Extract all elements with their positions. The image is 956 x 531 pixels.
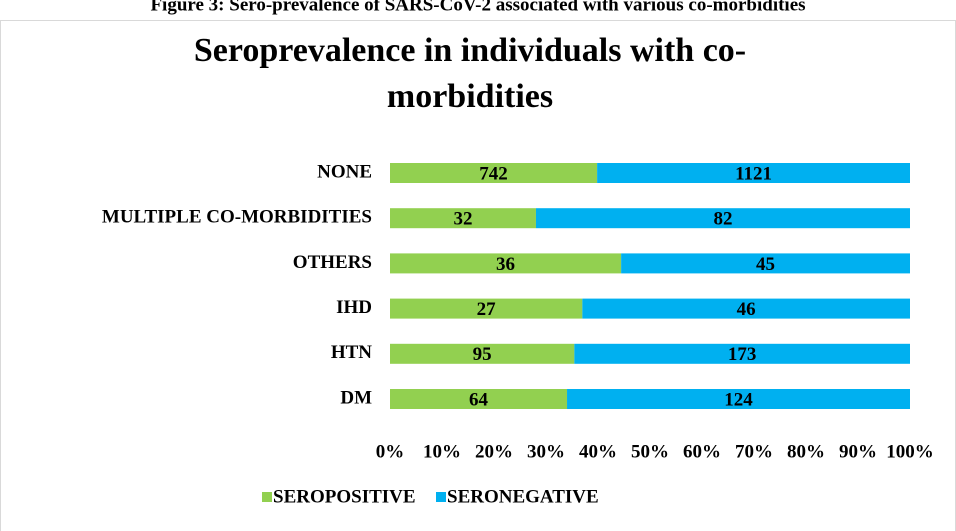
data-label: 82 bbox=[713, 209, 732, 230]
data-label: 32 bbox=[453, 209, 472, 230]
chart-title: Seroprevalence in individuals with co-mo… bbox=[193, 32, 747, 115]
bar-segment bbox=[390, 253, 622, 274]
x-tick-label: 40% bbox=[579, 441, 617, 462]
y-tick-label: HTN bbox=[331, 342, 372, 363]
bar-segment bbox=[390, 298, 583, 319]
bar-segment bbox=[597, 163, 910, 183]
x-tick-label: 90% bbox=[839, 441, 877, 462]
bar-segment bbox=[574, 343, 910, 364]
y-tick-label: OTHERS bbox=[293, 252, 372, 273]
legend-swatch bbox=[262, 492, 272, 502]
bar-segment bbox=[390, 343, 575, 364]
y-tick-label: IHD bbox=[336, 297, 372, 318]
data-label: 36 bbox=[496, 254, 515, 275]
bar-segment bbox=[582, 298, 910, 319]
x-tick-label: 80% bbox=[787, 441, 825, 462]
data-label: 95 bbox=[473, 344, 492, 365]
bar-segment bbox=[390, 163, 598, 183]
y-tick-label: DM bbox=[340, 387, 372, 408]
data-label: 64 bbox=[469, 389, 489, 410]
figure-caption: Figure 3: Sero-prevalence of SARS-CoV-2 … bbox=[150, 0, 805, 15]
data-label: 742 bbox=[479, 163, 508, 184]
bar-segment bbox=[390, 208, 536, 229]
x-tick-label: 60% bbox=[683, 441, 721, 462]
x-tick-label: 20% bbox=[475, 441, 513, 462]
x-tick-label: 70% bbox=[735, 441, 773, 462]
y-tick-label: NONE bbox=[317, 161, 372, 182]
data-label: 45 bbox=[756, 254, 775, 275]
x-tick-label: 50% bbox=[631, 441, 669, 462]
x-tick-label: 10% bbox=[423, 441, 461, 462]
x-tick-label: 100% bbox=[886, 441, 934, 462]
bar-segment bbox=[390, 389, 568, 409]
bar-segment bbox=[567, 389, 910, 409]
data-label: 1121 bbox=[735, 163, 772, 184]
title-box: Seroprevalence in individuals with co-mo… bbox=[193, 32, 747, 115]
bar-segment bbox=[621, 253, 910, 274]
data-label: 173 bbox=[728, 344, 757, 365]
legend-swatch bbox=[436, 492, 446, 502]
x-tick-label: 0% bbox=[376, 441, 405, 462]
chart-border bbox=[0, 20, 956, 531]
data-label: 27 bbox=[477, 299, 497, 320]
legend-label: SERONEGATIVE bbox=[447, 486, 599, 507]
data-label: 124 bbox=[724, 389, 753, 410]
bar-segment bbox=[535, 208, 910, 229]
legend-label: SEROPOSITIVE bbox=[273, 486, 416, 507]
y-tick-label: MULTIPLE CO-MORBIDITIES bbox=[102, 207, 372, 228]
x-tick-label: 30% bbox=[527, 441, 565, 462]
data-label: 46 bbox=[737, 299, 756, 320]
